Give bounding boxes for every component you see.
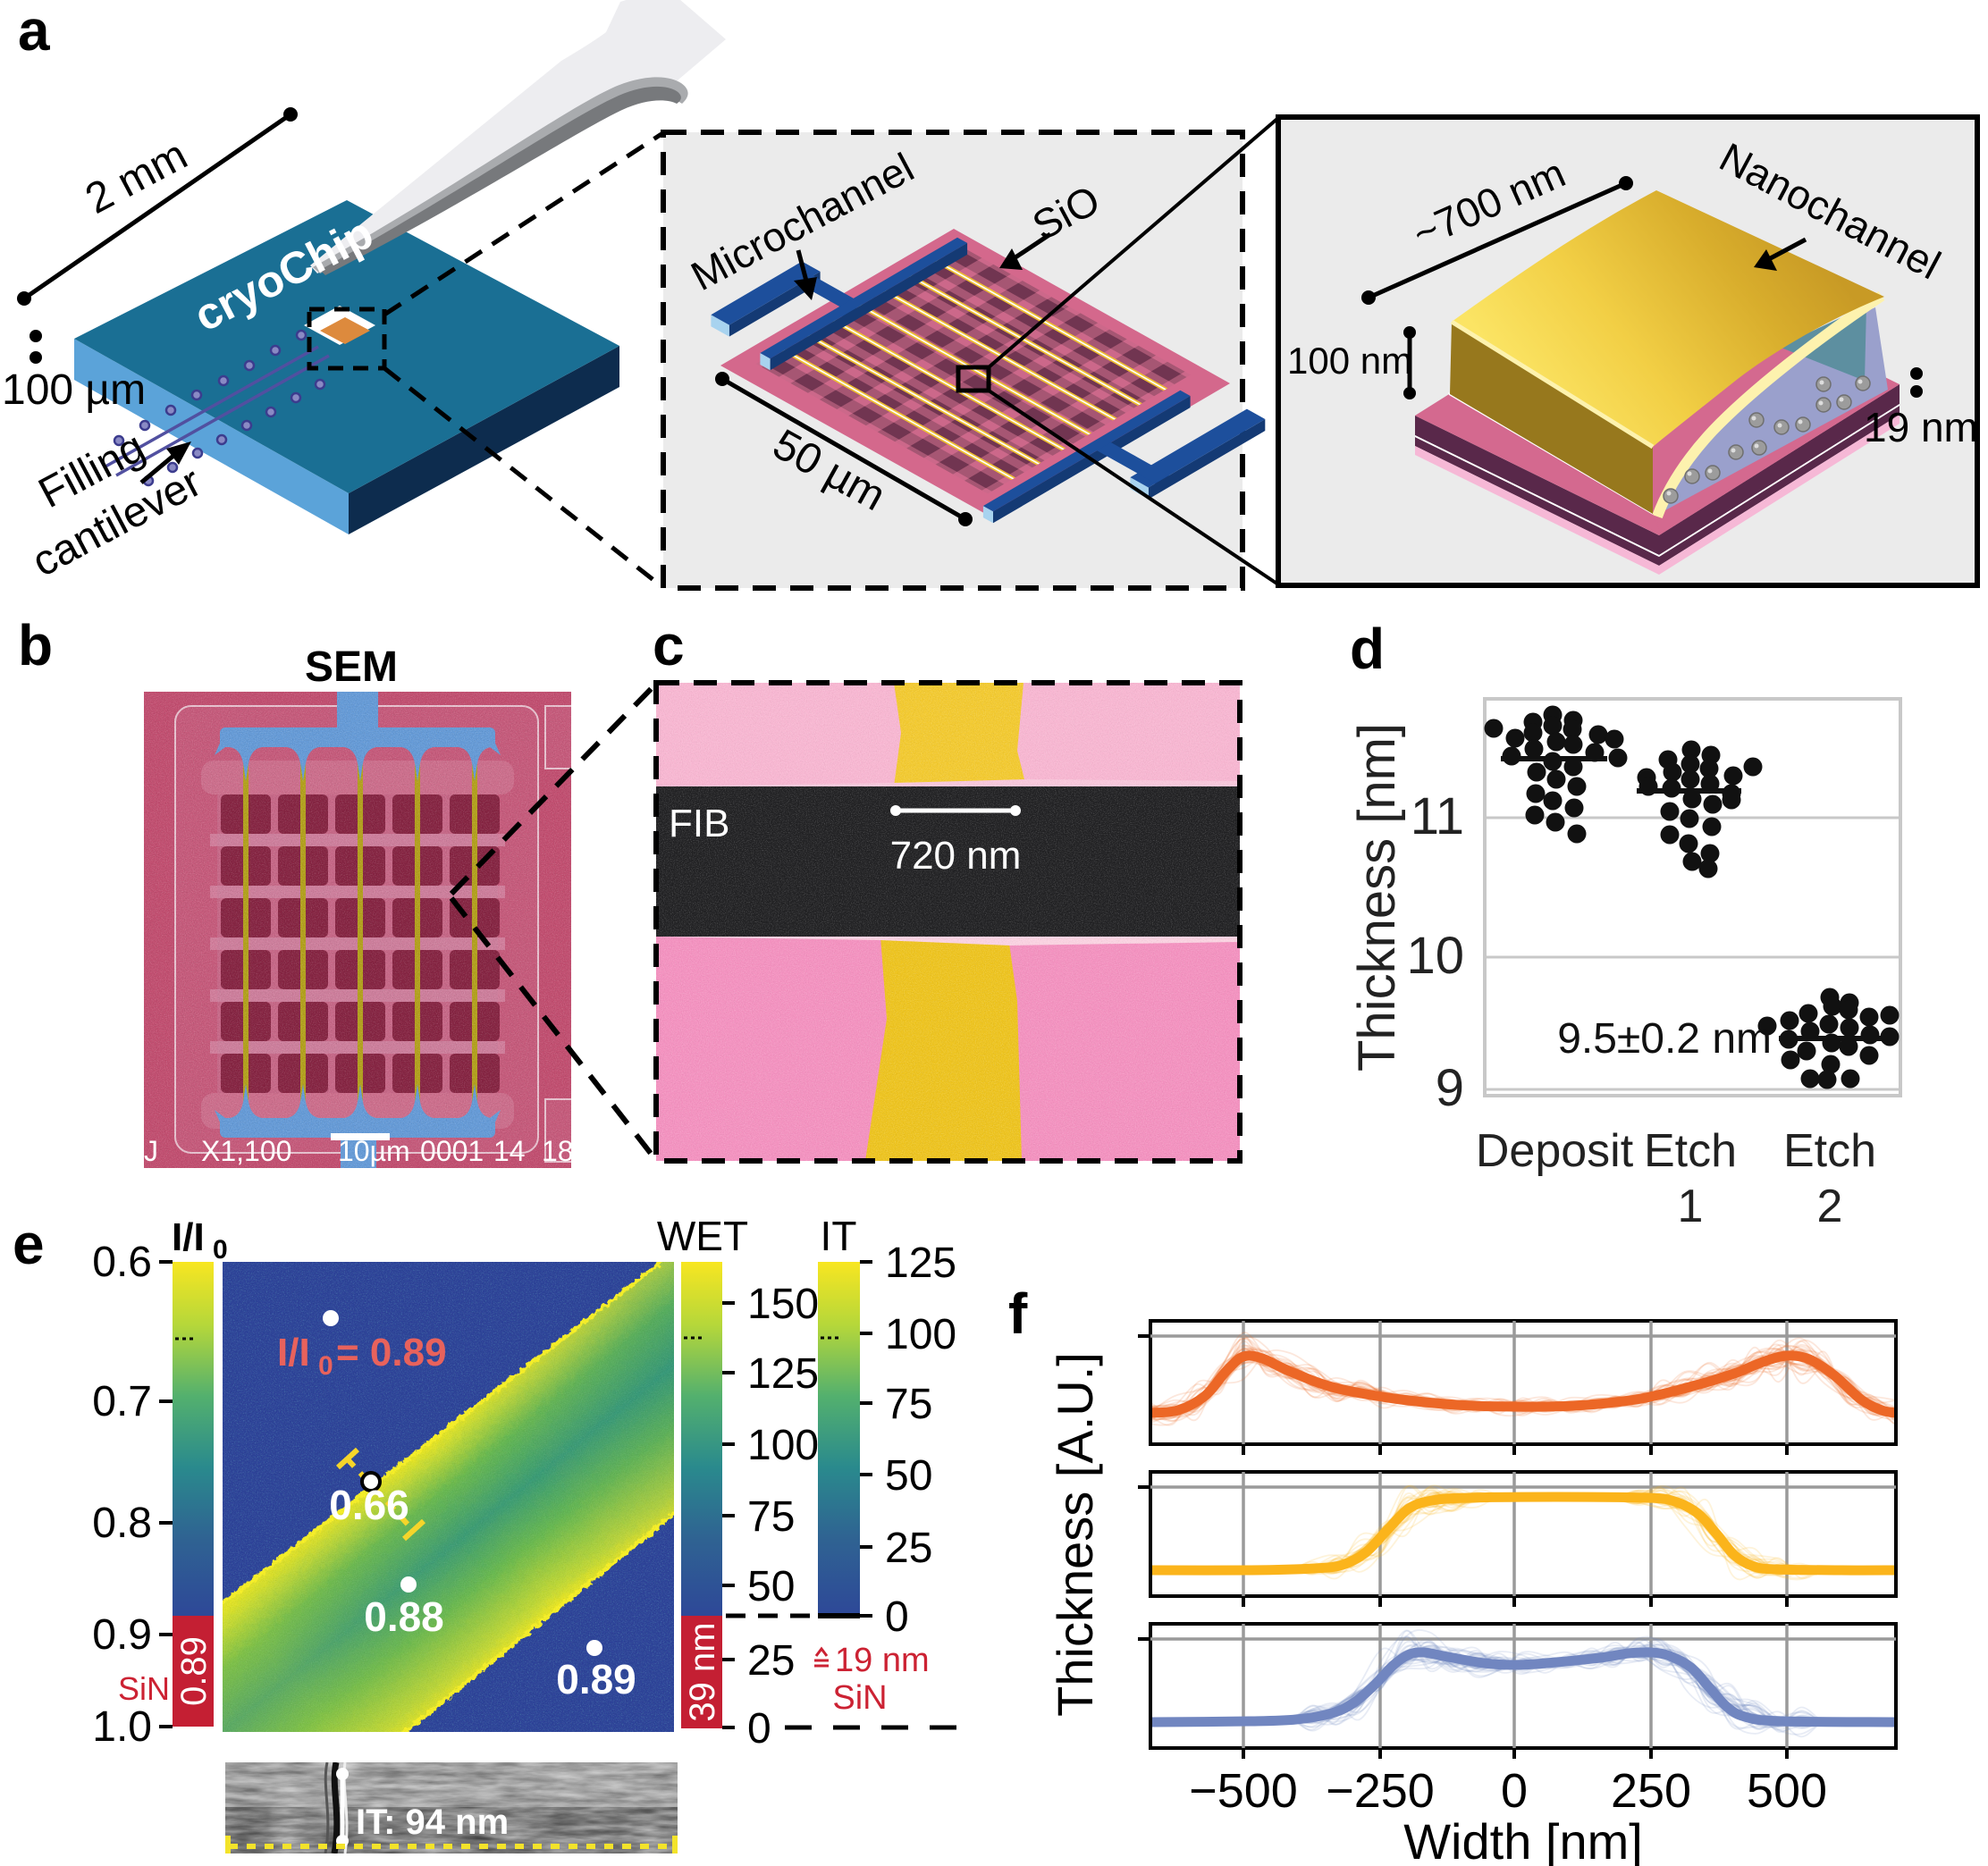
svg-text:e: e [13, 1212, 45, 1276]
svg-text:75: 75 [747, 1493, 795, 1541]
svg-text:0: 0 [885, 1593, 909, 1641]
svg-text:WET: WET [657, 1213, 748, 1259]
svg-text:1.0: 1.0 [92, 1703, 152, 1751]
svg-text:IT: IT [821, 1213, 857, 1259]
svg-text:150: 150 [747, 1281, 819, 1328]
svg-text:100: 100 [885, 1311, 956, 1358]
svg-text:b: b [18, 613, 53, 677]
svg-text:14: 14 [493, 1135, 526, 1167]
svg-text:250: 250 [1611, 1764, 1691, 1818]
svg-text:I/I: I/I [277, 1331, 310, 1374]
svg-text:9.5±0.2 nm: 9.5±0.2 nm [1557, 1015, 1772, 1063]
svg-text:0.88: 0.88 [364, 1593, 444, 1640]
svg-text:IT: 94 nm: IT: 94 nm [356, 1803, 509, 1842]
svg-text:50: 50 [885, 1452, 932, 1500]
svg-text:125: 125 [885, 1240, 956, 1287]
svg-text:Etch: Etch [1644, 1125, 1737, 1177]
svg-text:19 nm: 19 nm [835, 1642, 930, 1679]
svg-text:c: c [653, 613, 685, 677]
svg-text:a: a [18, 0, 50, 63]
svg-text:720 nm: 720 nm [890, 834, 1022, 878]
svg-text:FIB: FIB [669, 802, 729, 845]
svg-text:0001: 0001 [420, 1135, 484, 1167]
svg-text:Thickness [nm]: Thickness [nm] [1348, 723, 1406, 1072]
svg-text:0: 0 [747, 1705, 771, 1753]
svg-text:75: 75 [885, 1381, 932, 1428]
svg-text:100: 100 [747, 1422, 819, 1469]
svg-text:−500: −500 [1189, 1764, 1298, 1818]
svg-text:X1,100: X1,100 [201, 1135, 291, 1167]
svg-text:0: 0 [1501, 1764, 1528, 1818]
svg-text:Width [nm]: Width [nm] [1403, 1813, 1643, 1866]
svg-text:100 nm: 100 nm [1287, 340, 1412, 382]
svg-text:−250: −250 [1326, 1764, 1435, 1818]
svg-text:0.89: 0.89 [556, 1656, 636, 1702]
svg-text:SiN: SiN [118, 1670, 170, 1707]
svg-text:SEM: SEM [305, 643, 398, 691]
svg-text:11: 11 [1411, 787, 1464, 845]
svg-text:50: 50 [747, 1563, 795, 1610]
svg-text:100 µm: 100 µm [2, 366, 146, 414]
svg-text:39 nm: 39 nm [683, 1622, 722, 1721]
svg-text:d: d [1350, 617, 1385, 681]
svg-text:25: 25 [747, 1637, 795, 1685]
svg-text:0.6: 0.6 [92, 1239, 152, 1286]
svg-text:Etch: Etch [1783, 1125, 1876, 1177]
svg-text:25: 25 [885, 1525, 932, 1572]
svg-text:500: 500 [1747, 1764, 1827, 1818]
svg-text:SiN: SiN [832, 1679, 887, 1717]
svg-text:Deposit: Deposit [1476, 1125, 1634, 1177]
svg-text:I/I: I/I [172, 1215, 205, 1259]
svg-text:0: 0 [318, 1351, 333, 1381]
svg-text:Thickness [A.U.]: Thickness [A.U.] [1047, 1352, 1103, 1717]
svg-text:f: f [1008, 1282, 1028, 1346]
svg-text:0.66: 0.66 [329, 1482, 409, 1528]
svg-text:J: J [144, 1135, 158, 1167]
svg-text:18: 18 [542, 1135, 574, 1167]
svg-text:19 nm: 19 nm [1864, 404, 1978, 450]
svg-text:125: 125 [747, 1350, 819, 1398]
svg-text:0: 0 [213, 1235, 228, 1265]
svg-text:= 0.89: = 0.89 [336, 1331, 447, 1374]
svg-text:1: 1 [1678, 1181, 1704, 1232]
svg-text:0.89: 0.89 [174, 1636, 214, 1706]
svg-text:10µm: 10µm [338, 1135, 410, 1167]
svg-text:9: 9 [1436, 1059, 1464, 1117]
svg-text:0.8: 0.8 [92, 1500, 152, 1547]
svg-text:0.7: 0.7 [92, 1378, 152, 1425]
svg-text:0.9: 0.9 [92, 1611, 152, 1659]
svg-text:10: 10 [1406, 927, 1464, 985]
svg-text:2: 2 [1817, 1181, 1843, 1232]
